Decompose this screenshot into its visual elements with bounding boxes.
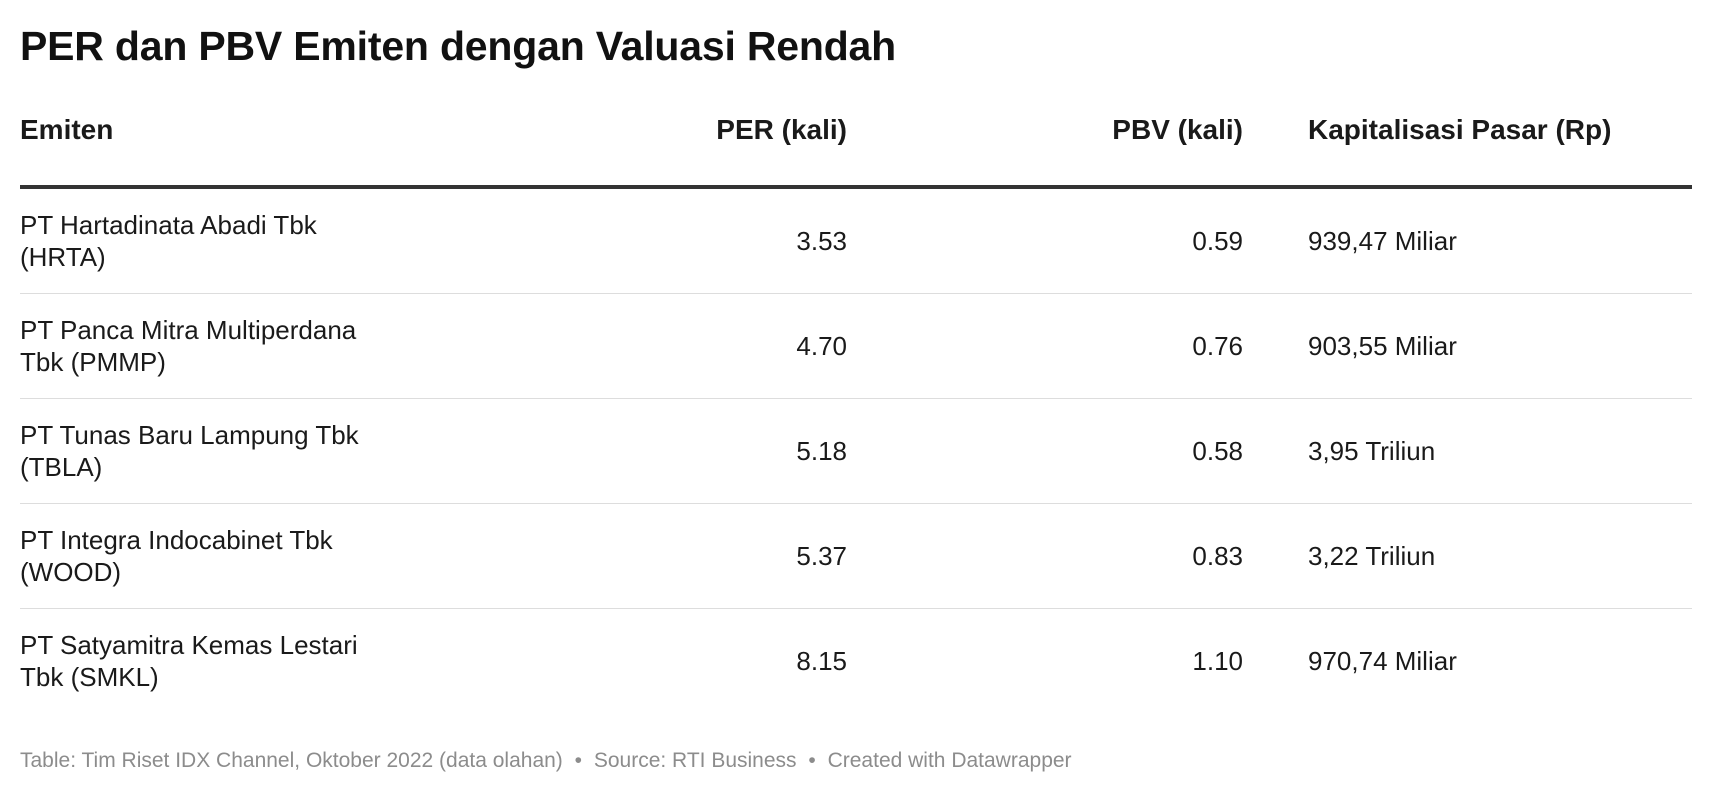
table-row: PT Panca Mitra Multiperdana Tbk (PMMP) 4.… — [20, 293, 1692, 399]
emiten-name: PT Satyamitra Kemas Lestari Tbk (SMKL) — [20, 630, 358, 692]
cell-per: 3.53 — [580, 187, 847, 294]
table-row: PT Integra Indocabinet Tbk (WOOD) 5.37 0.8… — [20, 503, 1692, 609]
datawrapper-credit[interactable]: Created with Datawrapper — [827, 749, 1072, 772]
cell-pbv: 0.59 — [847, 187, 1243, 294]
footer-separator: • — [574, 749, 582, 772]
emiten-name: PT Integra Indocabinet Tbk (WOOD) — [20, 525, 333, 587]
table-row: PT Satyamitra Kemas Lestari Tbk (SMKL) 8.… — [20, 609, 1692, 714]
cell-emiten: PT Panca Mitra Multiperdana Tbk (PMMP) — [20, 293, 580, 399]
cell-kapitalisasi: 970,74 Miliar — [1308, 646, 1457, 676]
cell-emiten: PT Hartadinata Abadi Tbk (HRTA) — [20, 187, 580, 294]
emiten-name: PT Panca Mitra Multiperdana Tbk (PMMP) — [20, 315, 357, 377]
cell-per: 8.15 — [796, 646, 847, 676]
cell-emiten: PT Integra Indocabinet Tbk (WOOD) — [20, 503, 580, 609]
cell-per: 5.18 — [580, 398, 847, 504]
table-note: Table: Tim Riset IDX Channel, Oktober 20… — [20, 749, 563, 772]
cell-emiten: PT Tunas Baru Lampung Tbk (TBLA) — [20, 398, 580, 504]
table-body: PT Hartadinata Abadi Tbk (HRTA) 3.53 0.59 9… — [20, 187, 1692, 713]
cell-emiten: PT Satyamitra Kemas Lestari Tbk (SMKL) — [20, 609, 580, 714]
cell-pbv: 0.76 — [847, 293, 1243, 399]
table-row: PT Hartadinata Abadi Tbk (HRTA) 3.53 0.59 9… — [20, 187, 1692, 294]
emiten-name: PT Tunas Baru Lampung Tbk (TBLA) — [20, 420, 359, 482]
cell-kapitalisasi: 3,22 Triliun — [1243, 503, 1692, 609]
chart-title: PER dan PBV Emiten dengan Valuasi Rendah — [20, 23, 896, 69]
footer: Table: Tim Riset IDX Channel, Oktober 20… — [20, 748, 1072, 774]
footer-separator: • — [808, 749, 816, 772]
column-header-kapitalisasi[interactable]: Kapitalisasi Pasar (Rp) — [1243, 113, 1692, 189]
header-row: Emiten PER (kali) PBV (kali) Kapitalisas… — [20, 113, 1692, 189]
emiten-name: PT Hartadinata Abadi Tbk (HRTA) — [20, 210, 317, 272]
cell-per: 5.37 — [580, 503, 847, 609]
chart-container: PER dan PBV Emiten dengan Valuasi Rendah… — [20, 0, 1692, 692]
cell-kapitalisasi: 903,55 Miliar — [1243, 293, 1692, 399]
cell-kapitalisasi: 939,47 Miliar — [1243, 187, 1692, 294]
cell-per: 4.70 — [580, 293, 847, 399]
cell-pbv: 1.10 — [1192, 646, 1243, 676]
table-row: PT Tunas Baru Lampung Tbk (TBLA) 5.18 0.58… — [20, 398, 1692, 504]
cell-pbv: 0.58 — [847, 398, 1243, 504]
column-header-emiten[interactable]: Emiten — [20, 113, 580, 189]
source-text: Source: RTI Business — [593, 749, 797, 772]
table-header: Emiten PER (kali) PBV (kali) Kapitalisas… — [20, 113, 1692, 189]
column-header-per[interactable]: PER (kali) — [580, 113, 847, 189]
column-header-pbv[interactable]: PBV (kali) — [847, 113, 1243, 189]
data-table: Emiten PER (kali) PBV (kali) Kapitalisas… — [20, 113, 1692, 713]
cell-kapitalisasi: 3,95 Triliun — [1243, 398, 1692, 504]
cell-pbv: 0.83 — [847, 503, 1243, 609]
